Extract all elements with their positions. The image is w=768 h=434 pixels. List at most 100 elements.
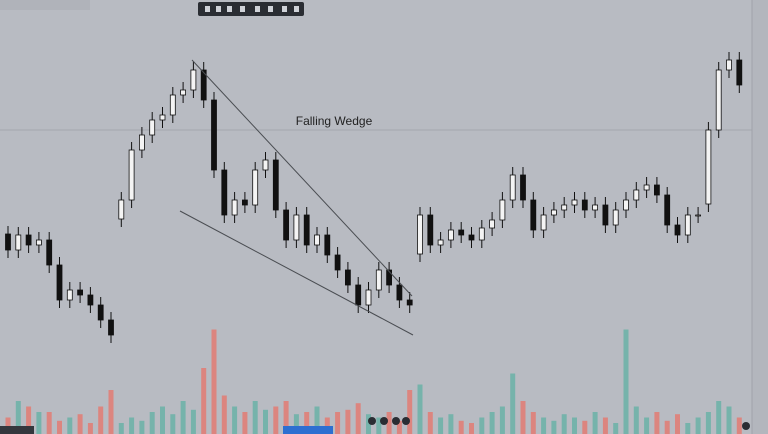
volume-bar [26, 406, 32, 434]
volume-bar [695, 417, 701, 434]
volume-bar [664, 420, 670, 434]
volume-bar [314, 406, 320, 434]
candle-body [571, 199, 578, 206]
volume-bar [170, 414, 176, 434]
candle-body [241, 199, 248, 206]
volume-bar [180, 401, 186, 434]
settings-button[interactable] [742, 422, 750, 430]
volume-bar [57, 420, 62, 434]
candle-body [180, 89, 187, 96]
candle-body [396, 284, 403, 301]
candle-body [149, 119, 156, 136]
volume-bar [149, 412, 155, 434]
volume-bar [489, 412, 495, 434]
candle-body [169, 94, 176, 116]
candle-body [66, 289, 73, 301]
volume-bar [15, 401, 21, 434]
candle-body [159, 114, 166, 121]
volume-bar [129, 417, 135, 434]
volume-bar [108, 390, 114, 434]
candle-body [551, 209, 557, 216]
volume-bar [736, 417, 742, 434]
candle-body [530, 199, 537, 231]
candle-body [664, 194, 671, 226]
wedge-lower-line[interactable] [179, 210, 414, 336]
candle-body [674, 224, 681, 236]
time-label [283, 426, 333, 434]
drawing-toolbar[interactable] [198, 2, 304, 16]
candle-body [427, 214, 434, 246]
candle-body [46, 239, 53, 266]
candle-body [695, 214, 701, 217]
candle-body [211, 99, 217, 171]
candle-body [520, 174, 526, 201]
volume-bar [396, 420, 402, 434]
candle-body [736, 59, 743, 86]
candle-body [128, 149, 135, 201]
candle-body [437, 239, 444, 246]
candle-body [654, 184, 660, 196]
candle-body [386, 269, 393, 286]
volume-bar [139, 420, 145, 434]
candle-body [118, 199, 125, 220]
replay-controls[interactable] [368, 417, 410, 425]
volume-bar [427, 412, 433, 434]
volume-bar [77, 414, 83, 434]
volume-bar [118, 423, 124, 434]
candle-body [87, 294, 94, 306]
volume-bar [448, 414, 454, 434]
candle-body [324, 234, 331, 256]
volume-bar [252, 401, 258, 434]
candle-body [77, 289, 83, 296]
volume-bar [469, 423, 474, 434]
candle-body [468, 234, 475, 241]
volume-bar [561, 414, 567, 434]
volume-bar [520, 401, 526, 434]
candle-body [56, 264, 63, 301]
candle-body [5, 233, 11, 251]
candle-body [221, 169, 228, 216]
volume-bar [602, 417, 608, 434]
volume-bar [592, 412, 598, 434]
volume-bar [654, 412, 660, 434]
candle-body [715, 69, 722, 131]
candle-layer [5, 52, 743, 343]
candle-body [355, 284, 362, 306]
candle-body [365, 289, 372, 306]
volume-bar [572, 417, 577, 434]
candle-body [489, 219, 496, 229]
candle-body [602, 204, 609, 226]
volume-bar [582, 420, 588, 434]
candle-body [108, 319, 114, 336]
candle-body [293, 214, 300, 241]
candle-body [303, 214, 310, 246]
candle-body [334, 254, 341, 271]
candle-body [344, 269, 351, 286]
volume-bar [458, 420, 464, 434]
candle-body [458, 229, 465, 236]
volume-bar [5, 417, 11, 434]
candle-body [272, 159, 279, 211]
candle-body [15, 234, 22, 251]
wedge-upper-line[interactable] [191, 59, 413, 297]
volume-bar [232, 406, 238, 434]
volume-bar [366, 414, 371, 434]
volume-bar [551, 420, 557, 434]
volume-bar [67, 417, 73, 434]
volume-bar [613, 423, 619, 434]
symbol-header [0, 0, 90, 10]
candle-body [592, 204, 598, 211]
candle-body [447, 229, 454, 241]
volume-bar [324, 417, 330, 434]
volume-bar [36, 412, 42, 434]
volume-bar [726, 406, 732, 434]
volume-bar [407, 390, 413, 434]
volume-bar [675, 414, 680, 434]
candle-body [190, 69, 197, 91]
candle-body [314, 234, 320, 246]
volume-bar [304, 412, 310, 434]
candle-body [25, 234, 32, 246]
candle-body [623, 199, 629, 211]
